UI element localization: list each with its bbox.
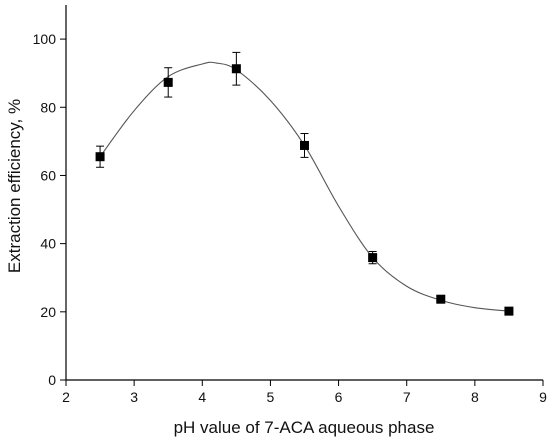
data-point: [504, 306, 514, 316]
data-point: [163, 77, 173, 87]
data-points-layer: [95, 64, 514, 316]
plot-frame: [65, 5, 543, 381]
data-point: [95, 152, 105, 162]
x-axis-ticks: 2 3 4 5 6 7 8 9: [62, 380, 547, 405]
x-tick-label: 6: [335, 389, 343, 405]
x-tick-label: 4: [198, 389, 206, 405]
x-tick-label: 2: [62, 389, 70, 405]
y-axis-ticks: 0 20 40 60 80 100: [33, 31, 66, 388]
y-tick-label: 100: [33, 31, 57, 47]
y-tick-label: 20: [40, 304, 56, 320]
data-point: [436, 294, 446, 304]
y-tick-label: 80: [40, 99, 56, 115]
fit-curve: [99, 61, 509, 312]
y-axis-label: Extraction efficiency, %: [5, 99, 24, 273]
y-tick-label: 0: [48, 372, 56, 388]
fit-curve-layer: [99, 61, 509, 312]
x-tick-label: 8: [471, 389, 479, 405]
data-point: [300, 140, 309, 150]
error-bars-layer: [96, 51, 513, 314]
x-tick-label: 7: [403, 389, 411, 405]
y-tick-label: 60: [40, 167, 56, 183]
x-tick-label: 9: [539, 389, 547, 405]
data-point: [368, 253, 378, 263]
x-tick-label: 5: [267, 389, 275, 405]
x-axis-label: pH value of 7-ACA aqueous phase: [174, 418, 435, 437]
x-tick-label: 3: [130, 389, 138, 405]
y-tick-label: 40: [40, 236, 56, 252]
data-point: [231, 64, 241, 74]
